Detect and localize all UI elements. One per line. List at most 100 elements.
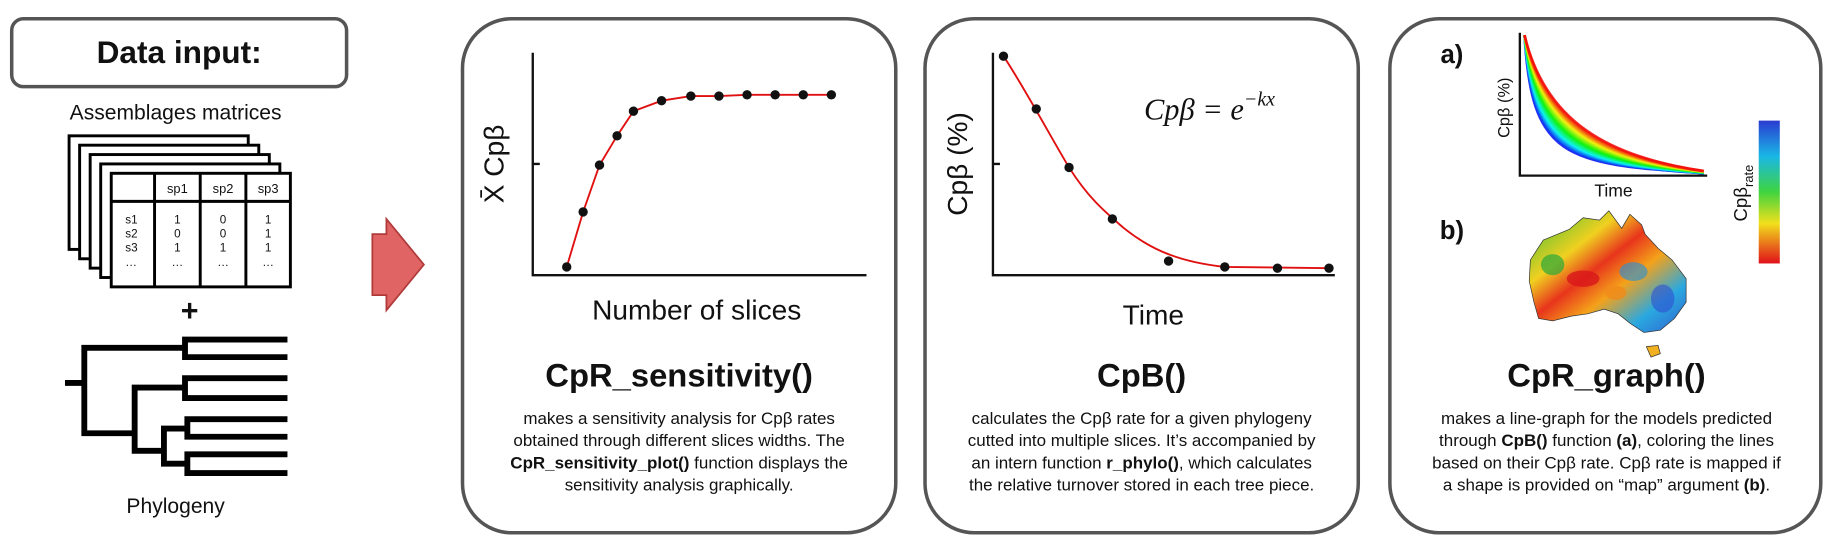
description-text: function displays the xyxy=(689,453,847,472)
description-line: based on their Cpβ rate. Cpβ rate is map… xyxy=(1432,453,1781,472)
description-line: a shape is provided on “map” argument (b… xyxy=(1443,476,1770,495)
point xyxy=(1272,263,1283,273)
function-name: CpR_sensitivity() xyxy=(545,356,813,393)
table-header: sp3 xyxy=(258,181,279,196)
description-text: makes a sensitivity analysis for Cpβ rat… xyxy=(523,409,835,428)
table-cell: s1 xyxy=(125,214,137,227)
point xyxy=(686,91,696,101)
shape xyxy=(1605,285,1627,300)
table-cell: 1 xyxy=(174,242,181,255)
table-cell: … xyxy=(125,256,137,269)
colorbar-base: Cpβ xyxy=(1730,187,1751,222)
fan-line xyxy=(1523,34,1704,173)
description-line: the relative turnover stored in each tre… xyxy=(969,476,1314,495)
description-text: (b) xyxy=(1744,476,1766,495)
table-cell: … xyxy=(217,256,229,269)
y-label: Cpβ (%) xyxy=(942,112,973,216)
colorbar xyxy=(1758,120,1780,264)
shape xyxy=(1528,210,1687,333)
description-line: calculates the Cpβ rate for a given phyl… xyxy=(972,409,1312,428)
table-cell: 1 xyxy=(265,228,272,241)
colorbar-label: Cpβrate xyxy=(1730,165,1756,222)
table-cell: 1 xyxy=(174,214,181,227)
function-name: CpB() xyxy=(1097,356,1186,393)
shape xyxy=(1540,254,1565,276)
sub-label: a) xyxy=(1440,41,1463,69)
point xyxy=(628,106,639,116)
y-label: X̄ Cpβ xyxy=(478,125,509,204)
line-fan xyxy=(1523,34,1704,175)
x-label: Time xyxy=(1594,181,1632,201)
table-cell: 1 xyxy=(265,214,272,227)
table-cell: 0 xyxy=(174,228,181,241)
function-name: CpR_graph() xyxy=(1507,356,1705,393)
table-cell: 0 xyxy=(220,228,227,241)
description-line: makes a sensitivity analysis for Cpβ rat… xyxy=(523,409,835,428)
description-text: CpR_sensitivity_plot() xyxy=(510,453,689,472)
description-text: calculates the Cpβ rate for a given phyl… xyxy=(972,409,1312,428)
point xyxy=(1324,263,1334,273)
shape xyxy=(1645,345,1661,358)
table-cell: … xyxy=(172,256,184,269)
description-text: sensitivity analysis graphically. xyxy=(565,476,794,495)
description-text: CpB() xyxy=(1501,431,1547,450)
description-text: a shape is provided on “map” argument xyxy=(1443,476,1744,495)
formula-base: Cpβ = e xyxy=(1144,92,1244,126)
phylogeny-label: Phylogeny xyxy=(126,495,225,518)
point xyxy=(578,207,588,217)
points xyxy=(562,90,837,272)
point xyxy=(826,90,837,100)
point xyxy=(998,51,1009,61)
point xyxy=(742,90,752,100)
table-cell: s2 xyxy=(125,228,137,241)
colorbar-subscript: rate xyxy=(1741,165,1756,187)
point xyxy=(770,90,780,100)
map xyxy=(1528,210,1687,358)
point xyxy=(1163,256,1174,266)
description-line: cutted into multiple slices. It’s accomp… xyxy=(968,431,1316,450)
table-cell: 1 xyxy=(265,242,272,255)
description-text: makes a line-graph for the models predic… xyxy=(1441,409,1772,428)
description-text: obtained through different slices widths… xyxy=(513,431,844,450)
description-text: the relative turnover stored in each tre… xyxy=(969,476,1314,495)
x-label: Number of slices xyxy=(592,295,801,326)
shape xyxy=(64,336,288,476)
shape xyxy=(1650,284,1675,313)
point xyxy=(714,91,724,101)
description-line: through CpB() function (a), coloring the… xyxy=(1439,431,1774,450)
description-text: , which calculates xyxy=(1179,453,1312,472)
point xyxy=(798,90,808,100)
axes xyxy=(531,52,867,277)
table-cell: 0 xyxy=(220,214,227,227)
shape xyxy=(1619,262,1648,282)
plus: + xyxy=(181,294,199,328)
description-text: function xyxy=(1548,431,1617,450)
description-line: obtained through different slices widths… xyxy=(513,431,844,450)
matrices-label: Assemblages matrices xyxy=(70,101,282,124)
description-text: r_phylo() xyxy=(1106,453,1179,472)
point xyxy=(562,262,572,272)
point xyxy=(1220,262,1230,272)
description-text: (a) xyxy=(1616,431,1637,450)
input-box xyxy=(9,16,349,89)
formula-exponent: −kx xyxy=(1244,88,1275,110)
description-line: makes a line-graph for the models predic… xyxy=(1441,409,1772,428)
arrow xyxy=(371,216,426,313)
table-cell: 1 xyxy=(220,242,227,255)
shape xyxy=(1566,270,1600,287)
description-text: based on their Cpβ rate. Cpβ rate is map… xyxy=(1432,453,1781,472)
points xyxy=(998,51,1334,273)
axes xyxy=(1518,32,1708,177)
point xyxy=(594,160,605,170)
table-cell: … xyxy=(262,256,274,269)
description-text: through xyxy=(1439,431,1501,450)
phylogeny-tree xyxy=(64,336,288,476)
formula: Cpβ = e−kx xyxy=(1144,88,1275,126)
description-line: CpR_sensitivity_plot() function displays… xyxy=(510,453,848,472)
y-label: Cpβ (%) xyxy=(1495,78,1513,138)
description-text: . xyxy=(1765,476,1770,495)
axes xyxy=(991,52,1335,277)
